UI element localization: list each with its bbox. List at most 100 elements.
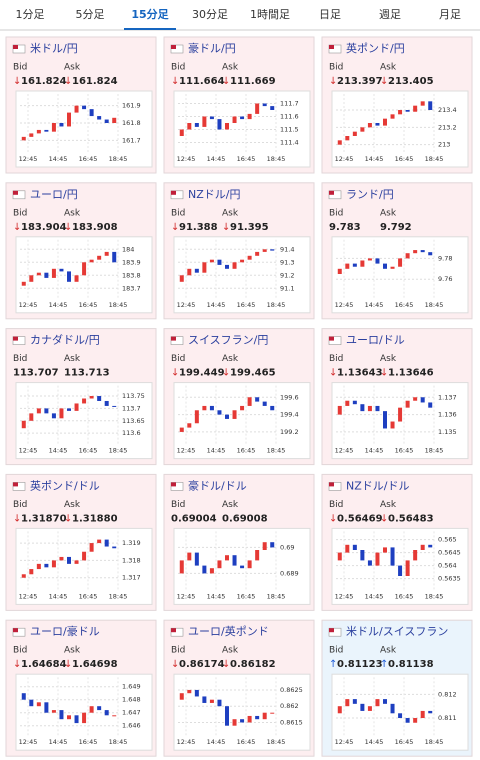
candle — [390, 703, 395, 714]
candle — [225, 555, 229, 561]
candle — [67, 715, 71, 720]
candle — [97, 706, 102, 711]
bid-value: 113.707 — [13, 368, 59, 379]
ask-arrow: ↑ — [380, 659, 388, 670]
pair-name: ユーロ/豪ドル — [30, 624, 100, 638]
candle — [36, 408, 41, 414]
candle — [352, 699, 357, 704]
candle — [89, 706, 94, 713]
candle — [398, 565, 403, 576]
pair-name: スイスフラン/円 — [188, 334, 268, 347]
candle — [262, 401, 267, 406]
flag-mark — [329, 628, 334, 633]
candle — [390, 547, 395, 566]
ask-label: Ask — [64, 354, 81, 364]
x-tick-label: 16:45 — [237, 738, 256, 746]
tab[interactable]: 5分足 — [76, 8, 105, 21]
x-tick-label: 18:45 — [425, 155, 444, 163]
candle — [383, 263, 387, 269]
candle — [390, 266, 395, 269]
x-tick-label: 12:45 — [177, 155, 196, 163]
bid-value: 213.397 — [337, 76, 383, 87]
flag-mark — [171, 190, 176, 195]
x-tick-label: 14:45 — [49, 155, 68, 163]
x-tick-label: 14:45 — [49, 301, 68, 309]
candle — [187, 552, 192, 561]
candle — [194, 410, 199, 424]
bid-value: 9.783 — [329, 222, 361, 233]
candle — [194, 552, 199, 566]
candle — [59, 710, 64, 720]
candle — [360, 127, 365, 132]
tab[interactable]: 30分足 — [192, 8, 228, 21]
candle — [104, 119, 109, 123]
y-tick-label: 113.7 — [122, 404, 141, 412]
candle — [89, 543, 94, 552]
chart-box — [331, 90, 469, 168]
x-tick-label: 16:45 — [79, 301, 98, 309]
candle — [67, 556, 71, 564]
candle — [82, 398, 87, 404]
candle — [405, 718, 410, 723]
candle — [202, 116, 207, 127]
x-tick-label: 12:45 — [335, 592, 354, 600]
candle — [398, 110, 403, 115]
tab[interactable]: 15分足 — [131, 7, 169, 21]
candle — [179, 427, 184, 432]
candle — [367, 405, 372, 412]
bid-value: 199.449 — [179, 368, 225, 379]
candle — [179, 560, 184, 574]
ask-arrow: ↓ — [64, 222, 72, 233]
pair-name: ユーロ/円 — [30, 188, 78, 201]
bid-arrow: ↓ — [13, 222, 21, 233]
y-tick-label: 111.6 — [280, 113, 299, 121]
x-tick-label: 12:45 — [19, 301, 38, 309]
x-tick-label: 18:45 — [109, 301, 128, 309]
candle — [375, 405, 380, 412]
bid-arrow: ↓ — [171, 76, 179, 87]
y-tick-label: 199.6 — [280, 393, 299, 401]
tab[interactable]: 1分足 — [16, 8, 45, 21]
y-tick-label: 1.646 — [122, 722, 141, 730]
y-tick-label: 199.4 — [280, 411, 299, 419]
x-tick-label: 16:45 — [237, 447, 256, 455]
tab[interactable]: 週足 — [379, 8, 401, 21]
candle — [270, 405, 275, 411]
candle — [240, 259, 245, 263]
x-tick-label: 16:45 — [79, 155, 98, 163]
candle — [179, 693, 184, 700]
candle — [232, 116, 237, 123]
bid-value: 111.664 — [179, 76, 225, 87]
candle — [428, 402, 433, 408]
tab[interactable]: 1時間足 — [250, 8, 290, 21]
tab[interactable]: 日足 — [319, 8, 341, 21]
candle — [352, 544, 357, 550]
flag-mark — [171, 628, 176, 633]
candle — [74, 275, 79, 282]
y-tick-label: 161.8 — [122, 119, 141, 127]
candle — [217, 560, 222, 569]
ask-value: 1.31880 — [72, 513, 118, 524]
candle — [44, 563, 49, 568]
ask-label: Ask — [222, 208, 239, 218]
y-tick-label: 0.564 — [438, 562, 457, 570]
candle — [240, 565, 245, 569]
x-tick-label: 14:45 — [365, 592, 384, 600]
x-tick-label: 12:45 — [335, 155, 354, 163]
candle — [209, 568, 214, 574]
candle — [337, 706, 342, 714]
candle — [51, 710, 56, 713]
x-tick-label: 14:45 — [207, 592, 226, 600]
candle — [74, 403, 79, 411]
tab[interactable]: 月足 — [439, 8, 461, 21]
candle — [232, 555, 237, 566]
ask-label: Ask — [222, 354, 239, 364]
candle — [413, 718, 418, 723]
y-tick-label: 91.1 — [280, 284, 294, 292]
y-tick-label: 161.9 — [122, 102, 141, 110]
y-tick-label: 0.5635 — [438, 575, 461, 583]
y-tick-label: 1.318 — [122, 556, 141, 564]
candle — [36, 702, 41, 707]
y-tick-label: 111.5 — [280, 126, 299, 134]
candle — [82, 551, 87, 561]
